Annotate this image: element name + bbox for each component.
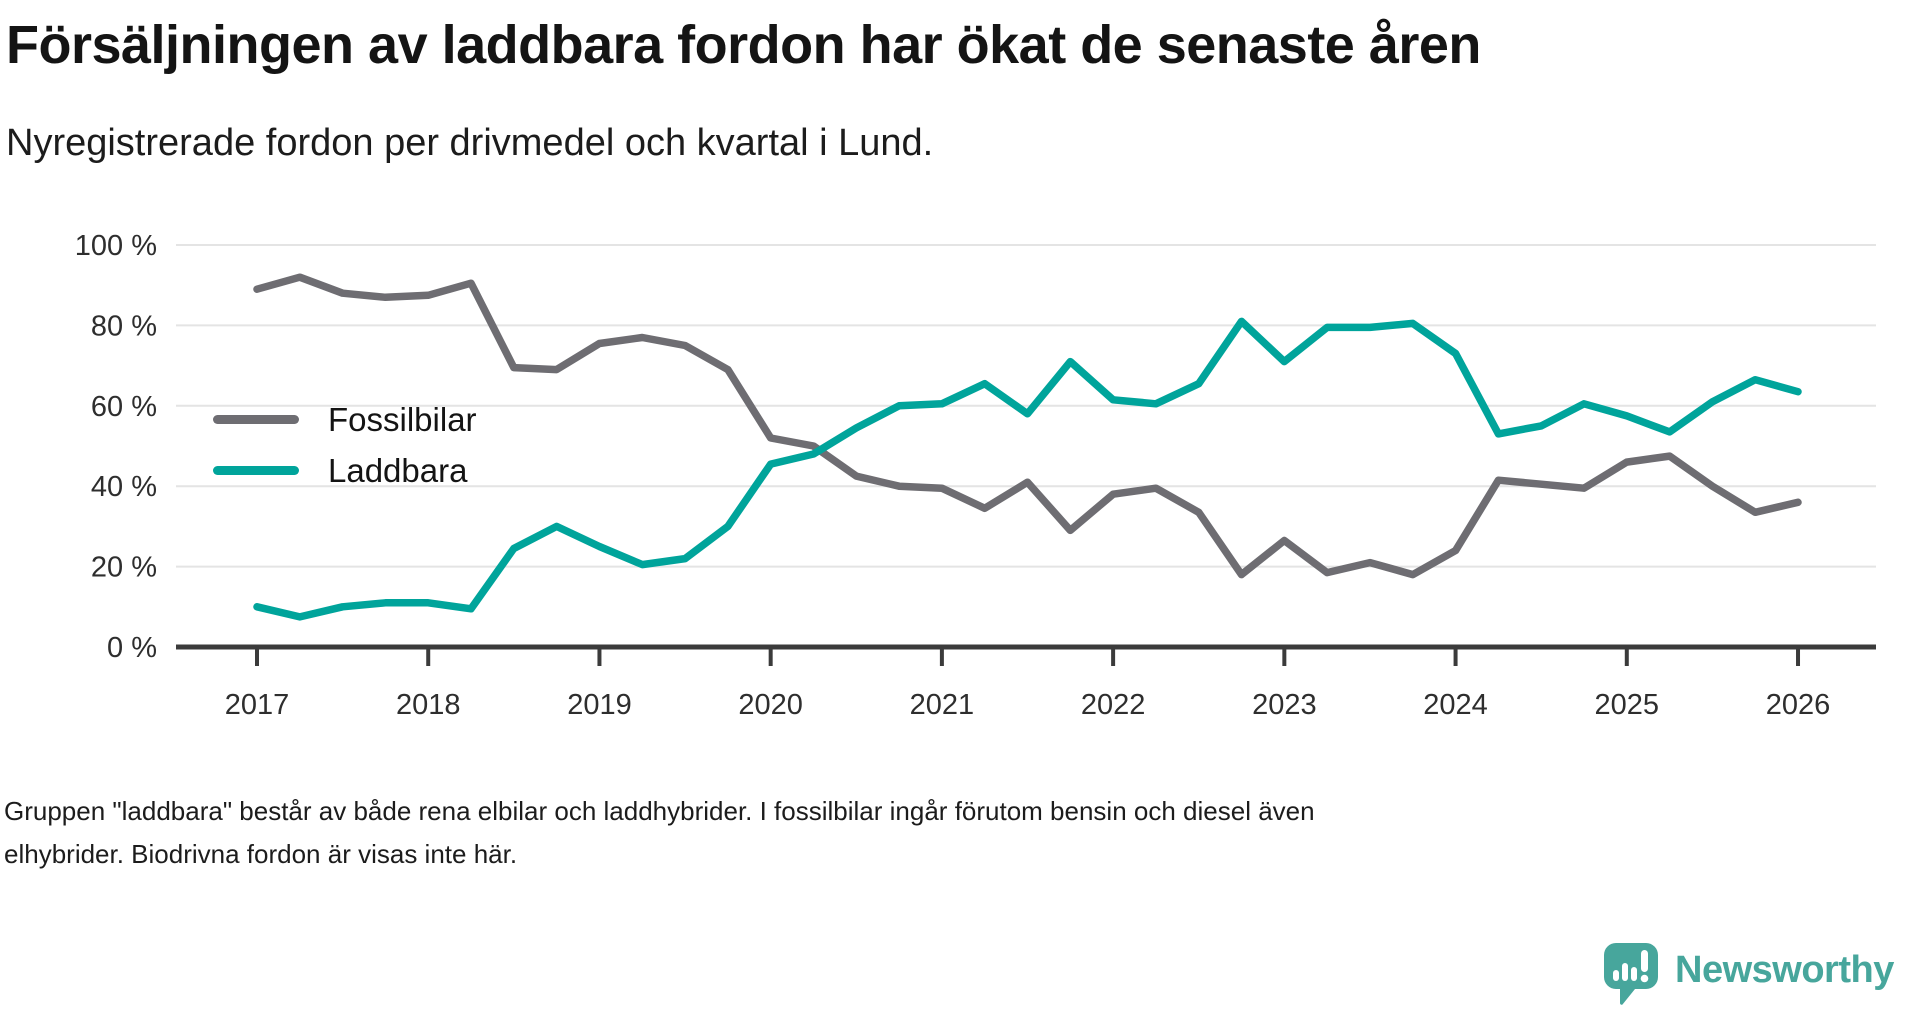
footnote-line-2: elhybrider. Biodrivna fordon är visas in… — [4, 839, 518, 869]
legend-label-fossilbilar: Fossilbilar — [328, 400, 477, 438]
y-tick-label-0: 0 % — [107, 632, 157, 664]
x-tick-label-2022: 2022 — [1081, 689, 1146, 721]
x-tick-label-2020: 2020 — [738, 689, 803, 721]
x-tick-label-2017: 2017 — [225, 689, 290, 721]
x-tick-label-2021: 2021 — [910, 689, 975, 721]
logo-exclamation-dot — [1640, 974, 1649, 983]
x-tick-label-2024: 2024 — [1423, 689, 1488, 721]
newsworthy-logo-text: Newsworthy — [1675, 948, 1894, 991]
legend-label-laddbara: Laddbara — [328, 451, 468, 489]
x-tick-label-2025: 2025 — [1595, 689, 1660, 721]
x-tick-label-2019: 2019 — [567, 689, 632, 721]
newsworthy-logo-icon — [1604, 943, 1658, 1005]
footnote-line-1: Gruppen "laddbara" består av både rena e… — [4, 796, 1315, 826]
chart-footnote: Gruppen "laddbara" består av både rena e… — [4, 790, 1315, 876]
logo-exclamation-bar — [1641, 950, 1648, 972]
legend-item-laddbara: Laddbara — [213, 445, 477, 496]
y-tick-label-20: 20 % — [91, 552, 157, 584]
laddbara-line-swatch — [213, 466, 299, 475]
newsworthy-branding: Newsworthy — [1603, 942, 1894, 1006]
x-tick-label-2023: 2023 — [1252, 689, 1317, 721]
chart-legend: Fossilbilar Laddbara — [213, 394, 477, 496]
logo-bar-small — [1613, 970, 1619, 981]
y-tick-label-60: 60 % — [91, 391, 157, 423]
series-line-fossilbilar — [253, 273, 1802, 579]
logo-bar-tall — [1622, 963, 1628, 981]
y-tick-label-80: 80 % — [91, 310, 157, 342]
fossilbilar-line-swatch — [213, 415, 299, 424]
y-tick-label-100: 100 % — [75, 230, 157, 262]
page-title: Försäljningen av laddbara fordon har öka… — [6, 15, 1481, 75]
y-tick-label-40: 40 % — [91, 471, 157, 503]
x-tick-label-2026: 2026 — [1766, 689, 1831, 721]
series-line-laddbara — [253, 317, 1802, 621]
x-tick-label-2018: 2018 — [396, 689, 461, 721]
legend-item-fossilbilar: Fossilbilar — [213, 394, 477, 445]
logo-bar-medium — [1631, 967, 1637, 981]
page-subtitle: Nyregistrerade fordon per drivmedel och … — [6, 122, 934, 164]
